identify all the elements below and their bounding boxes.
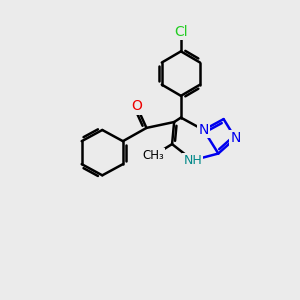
Text: CH₃: CH₃: [142, 149, 164, 162]
Text: NH: NH: [183, 154, 202, 167]
Text: N: N: [198, 123, 209, 137]
Text: O: O: [131, 99, 142, 113]
Text: Cl: Cl: [174, 25, 188, 39]
Text: N: N: [230, 131, 241, 145]
